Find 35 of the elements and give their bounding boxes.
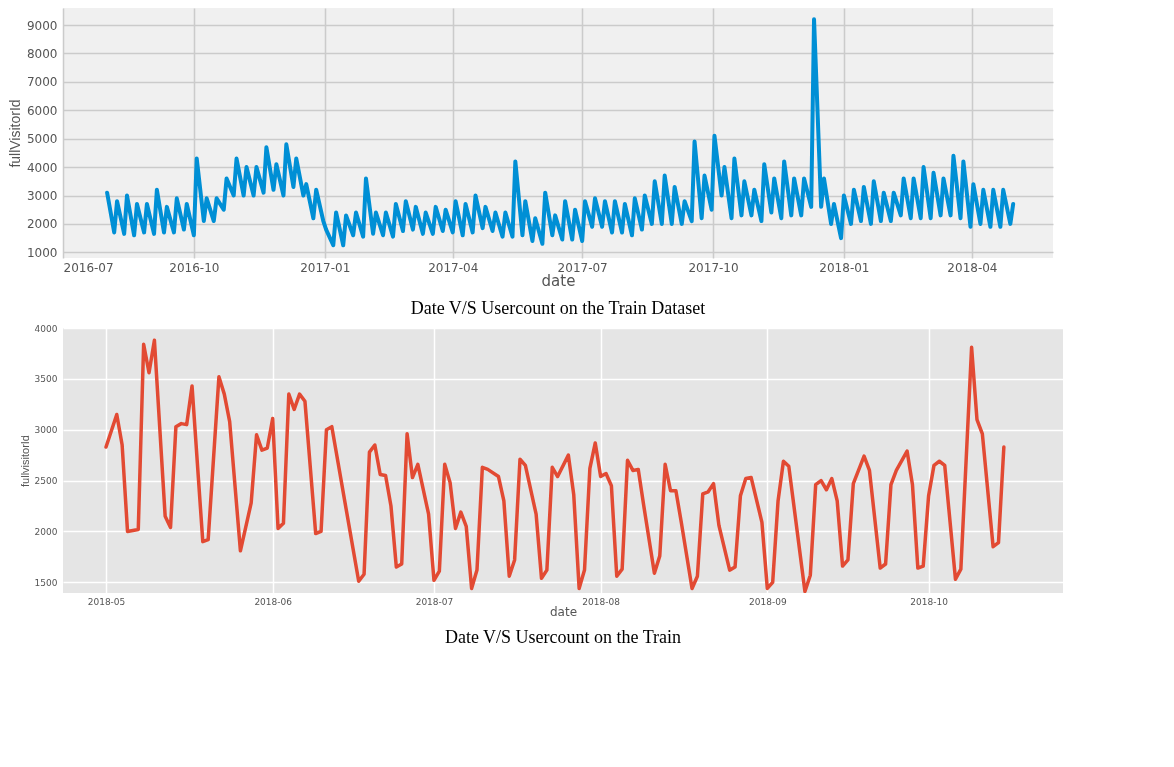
y-tick-label: 9000 xyxy=(26,18,58,33)
x-tick-label: 2017-04 xyxy=(428,260,479,275)
y-tick-label: 4000 xyxy=(34,323,58,334)
x-tick-label: 2016-10 xyxy=(169,260,220,275)
y-tick-label: 3500 xyxy=(34,374,58,385)
y-tick-label: 1500 xyxy=(34,577,58,588)
y-tick-label: 3000 xyxy=(26,189,58,203)
x-tick-label: 2018-04 xyxy=(947,260,998,275)
y-tick-label: 3000 xyxy=(34,425,58,436)
x-tick-label: 2018-08 xyxy=(582,596,621,607)
x-tick-label: 2018-05 xyxy=(87,596,126,607)
y-axis-title: fullVisitorId xyxy=(6,99,23,168)
text: Date V/S Usercount on the Train xyxy=(444,627,682,647)
line-series xyxy=(105,17,1016,248)
text: Date V/S Usercount on the Train Dataset xyxy=(410,298,706,318)
x-axis-title: date xyxy=(549,604,578,619)
x-tick-label: 2018-07 xyxy=(415,596,454,607)
x-tick-label: 2016-07 xyxy=(63,260,114,275)
y-tick-label: 6000 xyxy=(26,103,58,118)
y-tick-label: 5000 xyxy=(26,132,58,147)
y-tick-label: 8000 xyxy=(26,46,58,61)
x-tick-label: 2018-01 xyxy=(819,260,870,275)
y-tick-label: 1000 xyxy=(26,245,58,260)
x-tick-label: 2017-01 xyxy=(300,260,351,275)
x-tick-label: 2018-09 xyxy=(749,596,787,607)
y-tick-label: 2000 xyxy=(26,217,58,232)
x-tick-label: 2018-10 xyxy=(910,596,949,607)
y-tick-label: 4000 xyxy=(26,160,58,175)
y-axis-title: fullvisitorId xyxy=(18,435,31,487)
y-tick-label: 2000 xyxy=(34,526,58,537)
y-tick-label: 7000 xyxy=(26,75,58,90)
line-series xyxy=(104,338,1006,593)
y-tick-label: 2500 xyxy=(34,476,58,487)
x-tick-label: 2017-10 xyxy=(688,260,739,275)
x-tick-label: 2018-06 xyxy=(254,596,293,607)
